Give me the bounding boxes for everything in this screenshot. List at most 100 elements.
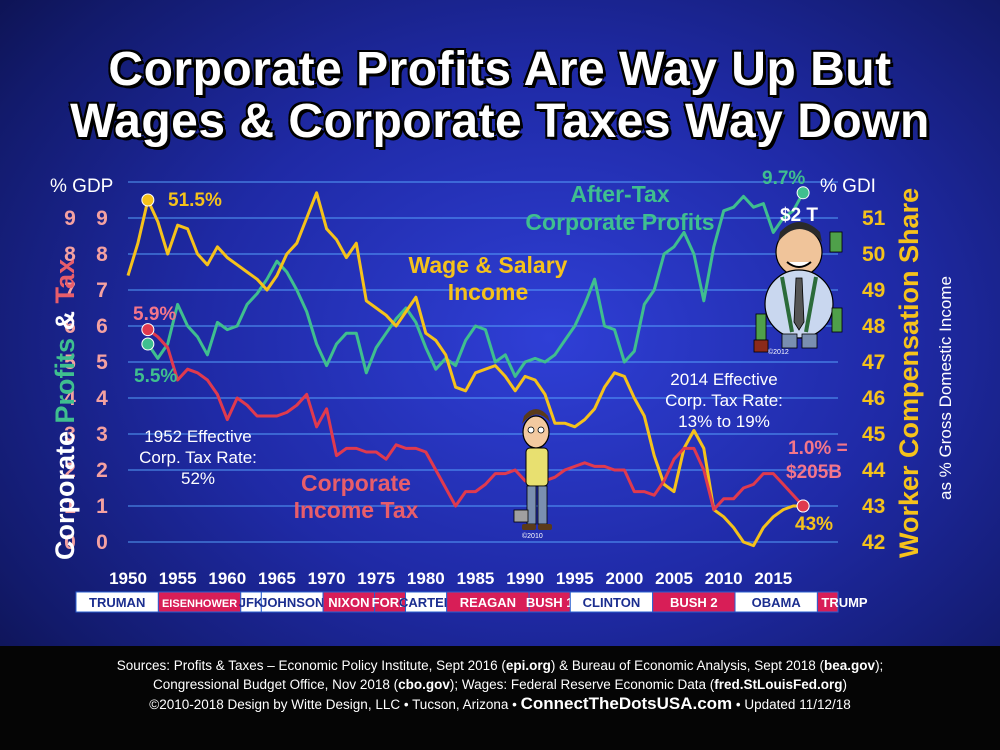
right-tick-label: 42 (862, 531, 885, 554)
endpoint-dots (141, 186, 810, 513)
president-label: OBAMA (752, 595, 802, 610)
right-tick-label: 50 (862, 243, 885, 266)
right-tick-label: 47 (862, 351, 885, 374)
note-2014-line-2: Corp. Tax Rate: (665, 391, 783, 410)
wages-end-label: 43% (795, 514, 833, 535)
left-tick-label: 6 (96, 315, 108, 338)
left-tick-label: 5 (96, 351, 108, 374)
x-axis-ticks: 1950 1955 1960 1965 1970 1975 1980 1985 1990 1995… (109, 569, 792, 588)
x-tick-label: 1995 (556, 569, 594, 588)
copyright-2010: ©2010 (522, 532, 543, 540)
series-line-1 (146, 192, 805, 378)
left-tick-label: 7 (64, 279, 76, 302)
worried-man-illustration: ©2010 (513, 409, 552, 540)
series-line-3 (147, 328, 805, 512)
president-label: EISENHOWER (162, 598, 237, 610)
president-label: TRUMP (821, 595, 868, 610)
x-tick-label: 1965 (258, 569, 296, 588)
chart: 0 01 12 23 34 45 56 67 78 89 9 4243444546474849505… (50, 168, 955, 613)
profits-start-label: 5.5% (134, 366, 177, 387)
left-tick-label: 0 (64, 531, 76, 554)
right-axis-subtitle: as % Gross Domestic Income (936, 276, 955, 500)
wages-label-2: Income (448, 279, 529, 305)
right-tick-label: 48 (862, 315, 886, 338)
president-label: JFK (239, 595, 264, 610)
president-label: CARTER (399, 595, 454, 610)
x-tick-label: 2005 (655, 569, 693, 588)
left-tick-label: 8 (96, 243, 108, 266)
president-label: NIXON (328, 595, 369, 610)
right-tick-label: 51 (862, 207, 886, 230)
wages-start-dot (141, 193, 155, 207)
left-axis-unit: % GDP (50, 176, 113, 197)
tax-end-label-2: $205B (786, 462, 842, 483)
left-tick-label: 6 (64, 315, 76, 338)
president-label: FORD (372, 595, 409, 610)
x-tick-label: 1990 (506, 569, 544, 588)
x-tick-label: 2015 (754, 569, 792, 588)
note-1952-line-1: 1952 Effective (144, 427, 251, 446)
note-2014-line-1: 2014 Effective (670, 370, 777, 389)
left-tick-label: 2 (64, 459, 76, 482)
x-tick-label: 2000 (605, 569, 643, 588)
tax-start-label: 5.9% (133, 304, 176, 325)
profits-start-dot (141, 337, 155, 351)
left-tick-label: 3 (96, 423, 108, 446)
president-label: CLINTON (583, 595, 641, 610)
x-tick-label: 1980 (407, 569, 445, 588)
tax-end-label-1: 1.0% = (788, 438, 848, 459)
president-label: BUSH 1 (526, 595, 574, 610)
x-tick-label: 1970 (308, 569, 346, 588)
gridlines (128, 181, 838, 543)
footer-line-2: Congressional Budget Office, Nov 2018 (c… (152, 677, 848, 692)
tax-label-1: Corporate (301, 470, 411, 496)
note-2014-line-3: 13% to 19% (678, 412, 770, 431)
president-label: JOHNSON (260, 595, 324, 610)
tax-end-dot (796, 499, 810, 513)
x-tick-label: 1950 (109, 569, 147, 588)
left-tick-label: 8 (64, 243, 76, 266)
profits-end-dot (796, 186, 810, 200)
right-tick-label: 49 (862, 279, 885, 302)
profits-end-label: 9.7% (762, 168, 805, 189)
footer-line-1: Sources: Profits & Taxes – Economic Poli… (116, 658, 884, 673)
left-tick-label: 1 (96, 495, 108, 518)
left-tick-label: 0 (96, 531, 108, 554)
right-tick-label: 44 (862, 459, 886, 482)
note-1952-line-2: Corp. Tax Rate: (139, 448, 257, 467)
right-tick-label: 46 (862, 387, 885, 410)
x-tick-label: 1975 (357, 569, 395, 588)
president-label: TRUMAN (89, 595, 145, 610)
left-tick-label: 4 (64, 387, 76, 410)
profits-label-1: After-Tax (570, 181, 669, 207)
wages-label-1: Wage & Salary (409, 252, 568, 278)
left-tick-label: 5 (64, 351, 76, 374)
x-tick-label: 1955 (159, 569, 197, 588)
left-tick-label: 1 (64, 495, 76, 518)
left-tick-label: 9 (96, 207, 108, 230)
left-tick-label: 7 (96, 279, 108, 302)
right-axis-title: Worker Compensation Share (894, 188, 924, 558)
left-tick-label: 9 (64, 207, 76, 230)
fat-cat-illustration: ©2012 (753, 222, 843, 356)
series-lines (126, 191, 805, 548)
president-label: REAGAN (460, 595, 516, 610)
profits-end-value: $2 T (780, 205, 818, 226)
left-tick-label: 2 (96, 459, 108, 482)
president-label: BUSH 2 (670, 595, 718, 610)
right-tick-label: 43 (862, 495, 885, 518)
tax-start-dot (141, 323, 155, 337)
left-tick-label: 3 (64, 423, 76, 446)
right-axis-ticks: 42 43 44 45 46 47 48 49 50 51 (862, 207, 886, 554)
footer-line-3: ©2010-2018 Design by Witte Design, LLC •… (149, 694, 851, 713)
copyright-2012: ©2012 (768, 348, 789, 356)
left-axis-ticks: 0 01 12 23 34 45 56 67 78 89 9 (64, 207, 108, 554)
footer: Sources: Profits & Taxes – Economic Poli… (0, 646, 1000, 750)
wages-start-label: 51.5% (168, 190, 222, 211)
right-axis-unit: % GDI (820, 176, 876, 197)
president-cell (816, 591, 839, 613)
series-line-2 (126, 191, 804, 548)
right-tick-label: 45 (862, 423, 886, 446)
tax-label-2: Income Tax (294, 497, 419, 523)
